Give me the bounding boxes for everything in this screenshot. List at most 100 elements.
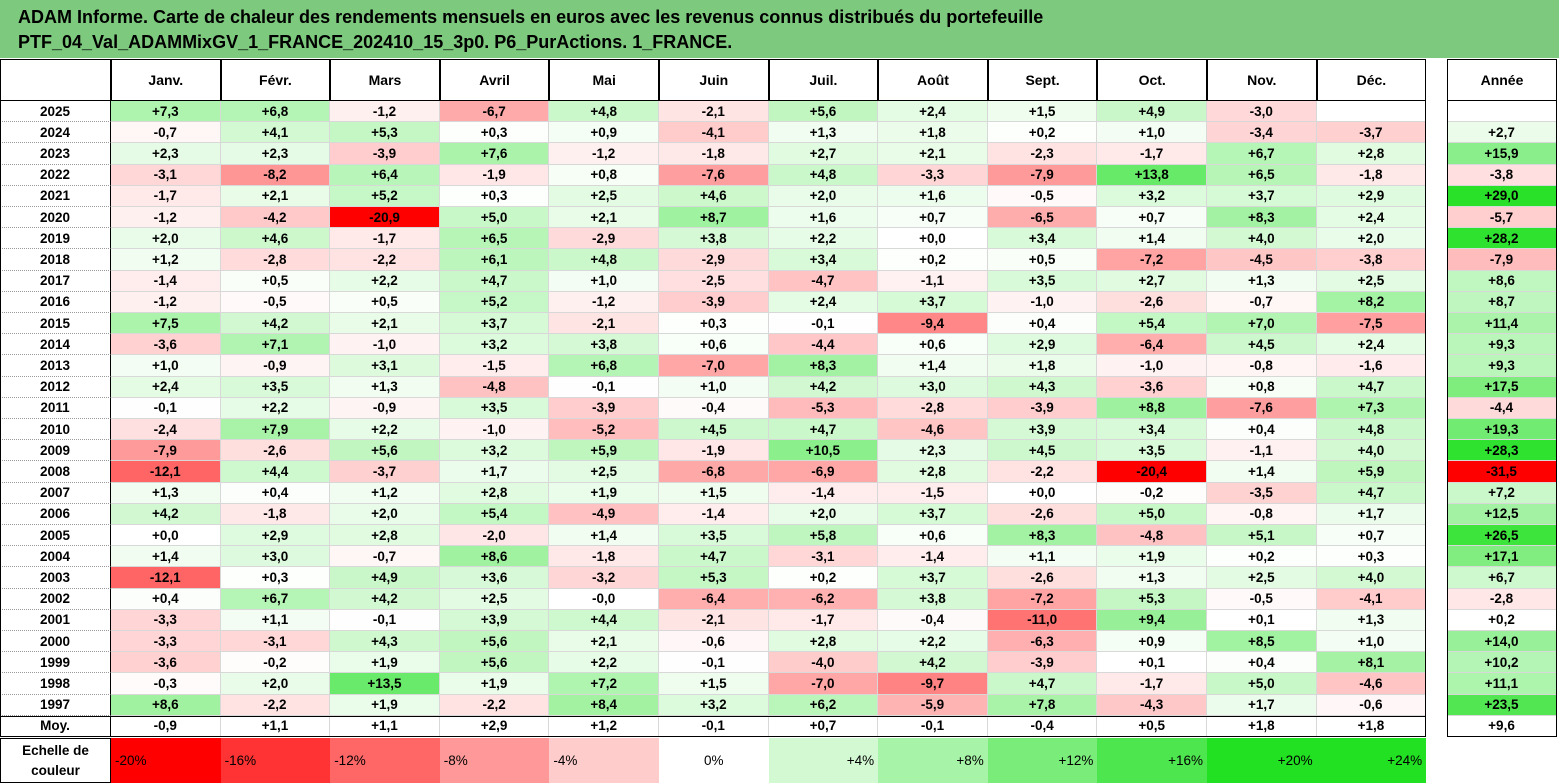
heatmap-cell: -3,9	[987, 397, 1098, 419]
row-label: 2003	[0, 567, 111, 589]
heatmap-cell: +1,2	[330, 482, 440, 504]
heatmap-cell: +2,1	[220, 185, 331, 207]
row-label: 1998	[0, 673, 111, 695]
column-header: Févr.	[220, 59, 331, 101]
heatmap-cell: +0,1	[1097, 652, 1207, 674]
heatmap-cell: -0,7	[111, 122, 221, 144]
heatmap-cell: +2,4	[1316, 207, 1427, 229]
row-label: 2013	[0, 355, 111, 377]
heatmap-cell: +2,0	[111, 228, 221, 250]
heatmap-cell: +1,9	[439, 673, 550, 695]
heatmap-cell: +0,2	[878, 249, 988, 271]
heatmap-cell: -4,6	[878, 419, 988, 441]
heatmap-cell: +1,0	[1316, 631, 1427, 653]
heatmap-cell: -3,0	[1207, 101, 1317, 123]
heatmap-cell: +3,4	[1097, 419, 1207, 441]
heatmap-cell: +2,5	[549, 185, 659, 207]
heatmap-cell: +1,6	[768, 207, 879, 229]
color-scale-swatch: 0%	[659, 738, 769, 783]
row-label: 2011	[0, 397, 111, 419]
heatmap-cell: +0,3	[659, 313, 769, 335]
heatmap-cell: -4,4	[768, 334, 879, 356]
heatmap-cell: +0,3	[220, 567, 331, 589]
heatmap-cell: +1,1	[987, 546, 1098, 568]
heatmap-cell: +2,9	[1316, 185, 1427, 207]
heatmap-cell: +6,7	[1207, 143, 1317, 165]
heatmap-cell: +3,2	[439, 440, 550, 462]
heatmap-cell: +2,1	[549, 207, 659, 229]
heatmap-cell: -0,7	[330, 546, 440, 568]
heatmap-cell: +1,3	[1316, 609, 1427, 631]
heatmap-cell: -9,4	[878, 313, 988, 335]
heatmap-cell: +1,0	[659, 376, 769, 398]
heatmap-cell: -2,6	[987, 503, 1098, 525]
heatmap-cell: +2,4	[768, 291, 879, 313]
row-label: 2005	[0, 525, 111, 547]
heatmap-cell: +0,9	[1097, 631, 1207, 653]
heatmap-cell: +4,5	[659, 419, 769, 441]
heatmap-cell: +4,0	[1207, 228, 1317, 250]
heatmap-cell: -20,4	[1097, 461, 1207, 483]
heatmap-cell: +3,8	[659, 228, 769, 250]
heatmap-cell: +1,5	[659, 673, 769, 695]
heatmap-cell: +1,1	[220, 715, 331, 737]
heatmap-cell: -0,1	[768, 313, 879, 335]
heatmap-cell: -5,9	[878, 694, 988, 716]
column-header: Mai	[549, 59, 659, 101]
heatmap-cell: -2,2	[987, 461, 1098, 483]
heatmap-cell: -0,8	[1207, 355, 1317, 377]
heatmap-cell: +3,7	[878, 567, 988, 589]
heatmap-cell: -4,9	[549, 503, 659, 525]
heatmap-cell: +6,5	[1207, 164, 1317, 186]
heatmap-cell: -4,1	[1316, 588, 1427, 610]
column-header-annual: Année	[1447, 59, 1557, 101]
heatmap-cell: +1,6	[878, 185, 988, 207]
title-line-2: PTF_04_Val_ADAMMixGV_1_FRANCE_202410_15_…	[18, 32, 733, 52]
color-scale-swatch: +16%	[1097, 738, 1207, 783]
heatmap-cell: -2,3	[987, 143, 1098, 165]
heatmap-cell: +3,6	[439, 567, 550, 589]
heatmap-cell: +1,7	[1207, 694, 1317, 716]
heatmap-cell: -1,4	[111, 270, 221, 292]
heatmap-cell: +2,2	[549, 652, 659, 674]
heatmap-cell: +5,6	[439, 631, 550, 653]
row-label: 2016	[0, 291, 111, 313]
heatmap-cell: -3,4	[1207, 122, 1317, 144]
heatmap-cell: -0,1	[330, 609, 440, 631]
heatmap-cell: -12,1	[111, 461, 221, 483]
heatmap-cell: -7,2	[987, 588, 1098, 610]
heatmap-cell: +3,8	[549, 334, 659, 356]
heatmap-cell: +7,2	[549, 673, 659, 695]
color-scale-swatch: +24%	[1316, 738, 1427, 783]
annual-cell: +19,3	[1447, 419, 1557, 441]
heatmap-cell: +2,1	[549, 631, 659, 653]
heatmap-cell: +0,3	[1316, 546, 1427, 568]
heatmap-cell: -0,5	[220, 291, 331, 313]
heatmap-cell: +2,7	[1097, 270, 1207, 292]
row-label: 2019	[0, 228, 111, 250]
row-label: 2014	[0, 334, 111, 356]
heatmap-cell: +6,2	[768, 694, 879, 716]
annual-cell: +17,1	[1447, 546, 1557, 568]
heatmap-cell: -2,1	[659, 609, 769, 631]
annual-cell	[1447, 101, 1557, 123]
heatmap-cell: -0,1	[878, 715, 988, 737]
color-scale-swatch: -4%	[549, 738, 659, 783]
heatmap-cell: +4,3	[987, 376, 1098, 398]
heatmap-cell: +3,5	[987, 270, 1098, 292]
heatmap-cell: +1,7	[1316, 503, 1427, 525]
heatmap-cell: +4,7	[987, 673, 1098, 695]
heatmap-cell: +7,6	[439, 143, 550, 165]
heatmap-cell: +0,6	[878, 334, 988, 356]
heatmap-cell: +2,2	[768, 228, 879, 250]
color-scale-swatch: -8%	[439, 738, 550, 783]
heatmap-cell: +3,2	[1097, 185, 1207, 207]
heatmap-cell: +2,0	[220, 673, 331, 695]
heatmap-cell: +2,8	[439, 482, 550, 504]
annual-cell: +11,4	[1447, 313, 1557, 335]
heatmap-cell: +0,4	[1207, 652, 1317, 674]
heatmap-cell: +13,8	[1097, 164, 1207, 186]
heatmap-cell: +7,0	[1207, 313, 1317, 335]
heatmap-cell: -1,7	[1097, 673, 1207, 695]
heatmap-cell: -1,9	[439, 164, 550, 186]
